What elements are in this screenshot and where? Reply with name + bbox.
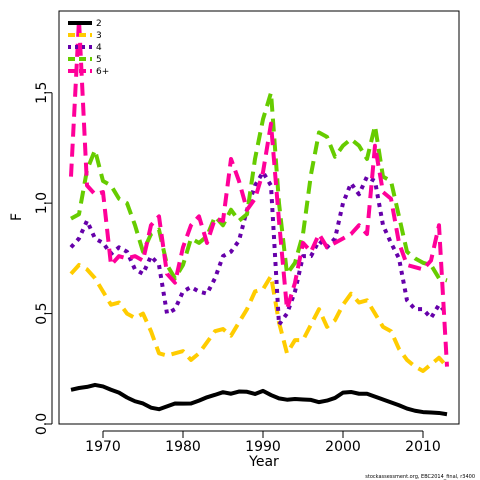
y-tick-label: 1.0 <box>34 192 50 214</box>
legend-label: 2 <box>96 19 102 29</box>
y-axis-title: F <box>9 213 25 221</box>
series-line-3 <box>69 262 449 373</box>
series-line-5 <box>70 90 448 283</box>
x-tick-label: 1990 <box>245 439 281 455</box>
legend-label: 5 <box>96 55 102 65</box>
x-tick-label: 1970 <box>85 439 121 455</box>
y-tick-label: 0.0 <box>34 413 50 435</box>
legend-label: 6+ <box>96 67 109 77</box>
x-axis-title: Year <box>248 454 279 470</box>
x-tick-label: 2010 <box>405 439 441 455</box>
y-tick-label: 0.5 <box>34 302 50 324</box>
legend-label: 4 <box>96 43 102 53</box>
legend: 2 3 4 5 6+ <box>68 19 109 77</box>
series-line-4 <box>69 170 449 327</box>
series-line-6plus <box>69 17 449 367</box>
x-axis: 1970 1980 1990 2000 2010 <box>85 430 441 455</box>
x-tick-label: 1980 <box>165 439 201 455</box>
y-tick-label: 1.5 <box>34 82 50 104</box>
series-layer <box>69 17 449 417</box>
caption-text: stockassessment.org, EBC2014_final, r340… <box>365 474 475 480</box>
x-tick-label: 2000 <box>325 439 361 455</box>
series-line-2 <box>70 382 448 417</box>
y-axis: 0.0 0.5 1.0 1.5 <box>34 82 53 435</box>
plot-frame <box>58 10 460 425</box>
legend-label: 3 <box>96 31 102 41</box>
